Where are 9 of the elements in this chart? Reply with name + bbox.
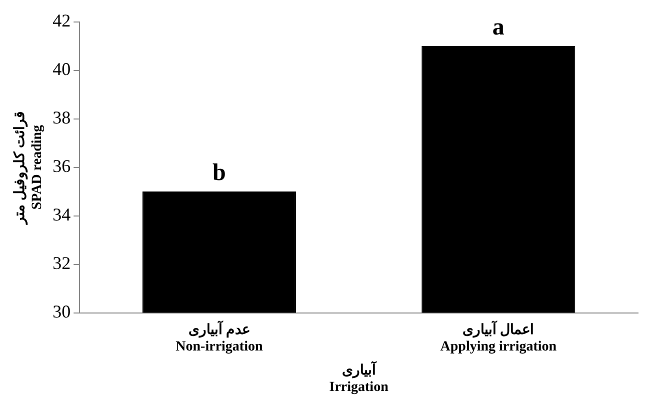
y-tick-label: 36 [52, 156, 71, 176]
y-tick-label: 30 [52, 302, 71, 322]
y-tick-label: 40 [52, 59, 71, 80]
annotation: a [492, 14, 504, 40]
annotation: b [212, 160, 226, 186]
y-tick-label: 38 [52, 108, 71, 128]
y-tick-label: 34 [52, 204, 71, 225]
y-tick-label: 32 [52, 253, 71, 274]
y-tick-label: 42 [52, 10, 71, 31]
